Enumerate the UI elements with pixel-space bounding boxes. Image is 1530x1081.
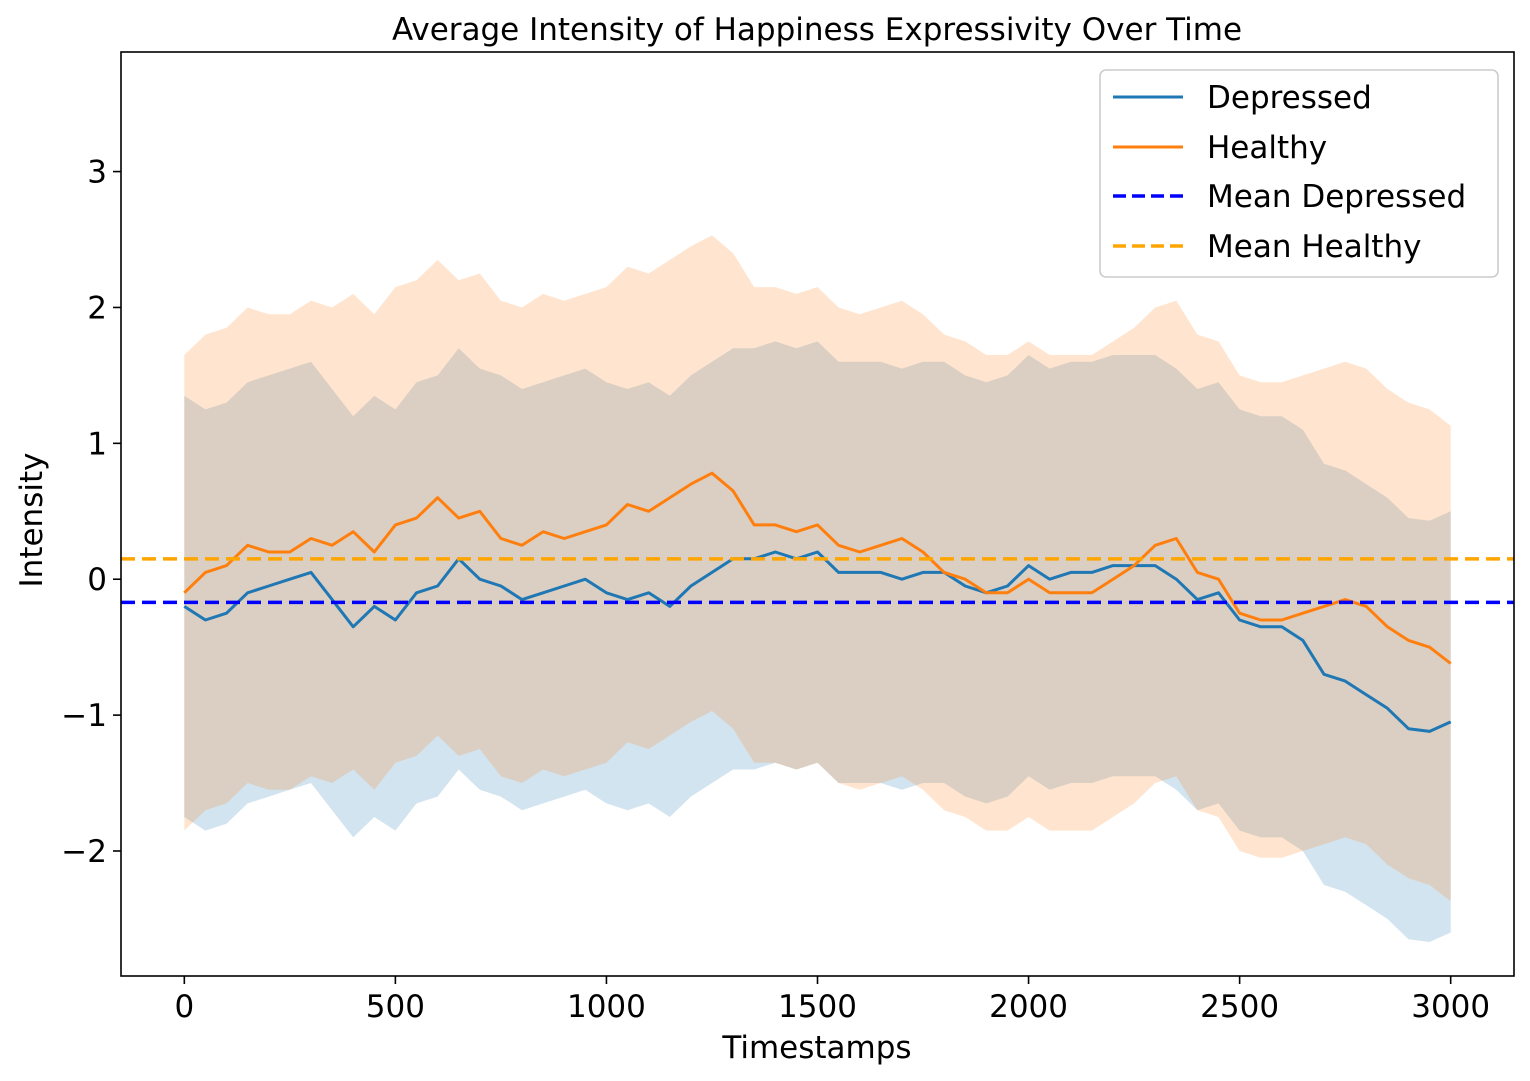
- x-axis-label: Timestamps: [721, 1030, 911, 1066]
- legend-label-healthy: Healthy: [1207, 130, 1327, 166]
- y-tick-label: 2: [87, 290, 107, 326]
- y-axis-label: Intensity: [14, 453, 50, 588]
- y-axis-ticks: −2 −1 0 1 2 3: [61, 155, 121, 870]
- confidence-bands: [184, 235, 1451, 942]
- x-tick-label: 2000: [989, 989, 1068, 1025]
- legend-label-depressed: Depressed: [1207, 80, 1372, 116]
- legend-label-mean-healthy: Mean Healthy: [1207, 229, 1421, 265]
- y-tick-label: −2: [61, 834, 107, 870]
- mean-lines: [121, 557, 1514, 605]
- x-tick-label: 1000: [567, 989, 646, 1025]
- y-tick-label: −1: [61, 698, 107, 734]
- x-tick-label: 0: [174, 989, 194, 1025]
- legend-label-mean-depressed: Mean Depressed: [1207, 179, 1466, 215]
- x-tick-label: 1500: [778, 989, 857, 1025]
- y-tick-label: 0: [87, 562, 107, 598]
- x-axis-ticks: 0 500 1000 1500 2000 2500 3000: [174, 976, 1490, 1025]
- x-tick-label: 3000: [1411, 989, 1490, 1025]
- chart-title: Average Intensity of Happiness Expressiv…: [392, 12, 1242, 48]
- band-depressed: [184, 341, 1451, 942]
- y-tick-label: 3: [87, 155, 107, 191]
- legend-box: [1099, 69, 1499, 278]
- x-tick-label: 500: [366, 989, 425, 1025]
- plot-area: [121, 235, 1514, 942]
- y-tick-label: 1: [87, 426, 107, 462]
- series-lines: [183, 471, 1452, 733]
- legend: Depressed Healthy Mean Depressed Mean He…: [1099, 69, 1499, 278]
- line-depressed: [183, 550, 1452, 733]
- band-healthy: [184, 235, 1451, 902]
- x-tick-label: 2500: [1200, 989, 1279, 1025]
- line-healthy: [183, 471, 1452, 665]
